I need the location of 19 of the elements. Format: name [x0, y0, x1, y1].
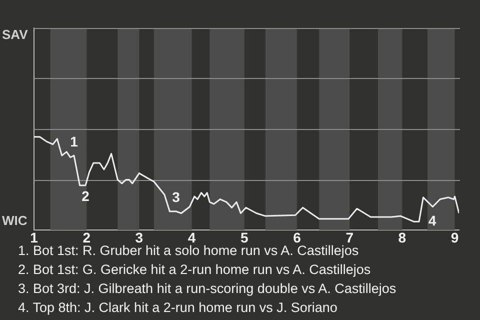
text: 1. Bot 1st: R. Gruber hit a solo home run vs A. Castillejos [18, 243, 360, 260]
x-tick-label: 4 [188, 229, 196, 246]
annotation: 3 [172, 189, 180, 206]
text: 3. Bot 3rd: J. Gilbreath hit a run-scoring double vs A. Castillejos [18, 280, 396, 298]
x-tick-label: 6 [293, 229, 302, 246]
x-tick-label: 7 [346, 229, 354, 246]
x-tick-label: 8 [398, 229, 406, 246]
text: WIC [2, 213, 28, 228]
text: SAV [2, 27, 28, 42]
x-tick-label: 2 [82, 229, 91, 246]
x-tick-label: 1 [30, 229, 38, 246]
annotation: 4 [428, 212, 436, 228]
x-tick-label: 5 [240, 229, 248, 246]
annotation: 1 [70, 133, 78, 150]
text: 2. Bot 1st: G. Gericke hit a 2-run home run vs A. Castillejos [18, 261, 372, 279]
x-tick-label: 3 [135, 229, 144, 246]
text: 4. Top 8th: J. Clark hit a 2-run home run vs J. Soriano [18, 299, 338, 317]
x-tick-label: 9 [450, 229, 459, 246]
annotation: 2 [82, 188, 90, 204]
